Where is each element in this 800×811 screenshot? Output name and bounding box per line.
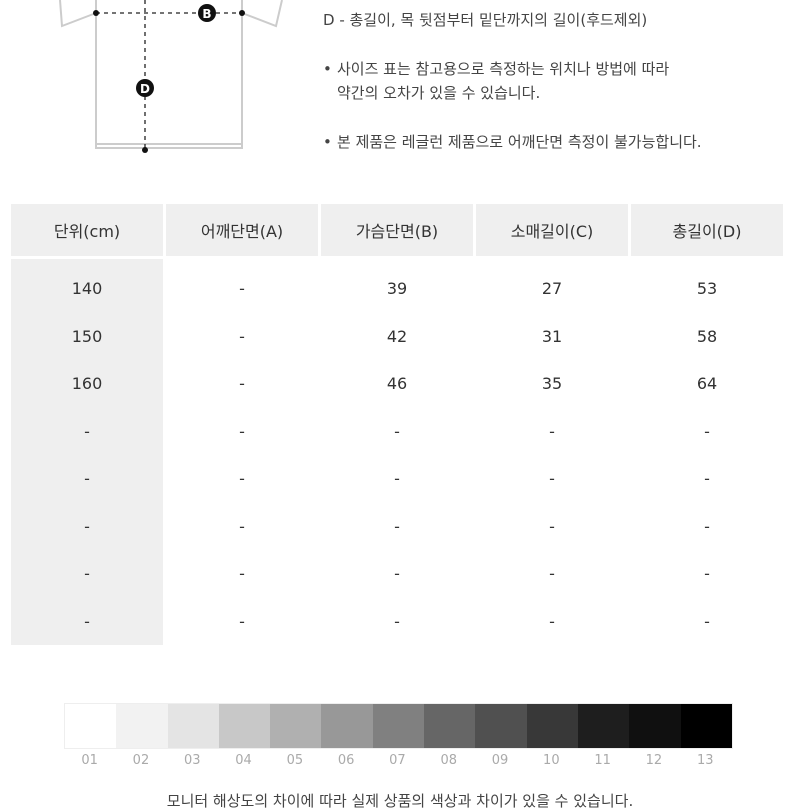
measurement-cell: - — [394, 469, 400, 489]
measurement-cell: - — [549, 421, 555, 441]
color-swatch — [65, 704, 117, 748]
color-swatch-label: 09 — [491, 753, 509, 768]
color-swatch-label: 01 — [81, 753, 98, 768]
color-swatch-label: 10 — [543, 753, 560, 768]
measurement-cell: - — [239, 611, 245, 631]
size-cell: 140 — [11, 256, 163, 313]
measurement-cell: - — [239, 374, 245, 394]
size-cell: - — [11, 597, 163, 645]
column-header: 총길이(D) — [631, 204, 783, 256]
color-swatch — [218, 704, 271, 748]
table-row: ----- — [11, 597, 783, 645]
measurement-cell: - — [394, 611, 400, 631]
color-swatch — [577, 704, 630, 748]
color-swatch — [270, 704, 322, 748]
color-swatch — [167, 704, 219, 748]
column-header: 어깨단면(A) — [166, 204, 318, 256]
measurement-cell: - — [394, 421, 400, 441]
color-swatch — [680, 704, 732, 748]
measurement-cell: 39 — [321, 256, 473, 313]
measurement-cell: 42 — [386, 326, 408, 346]
measurement-cell: - — [549, 611, 555, 631]
measurement-cell: - — [704, 421, 710, 441]
measurement-cell: - — [239, 469, 245, 489]
color-scale-labels: 01 02 03 04 05 06 07 08 09 10 11 12 13 — [64, 753, 731, 768]
measurement-cell: - — [549, 516, 555, 536]
measurement-cell: 27 — [476, 256, 628, 313]
measurement-cell: - — [394, 516, 400, 536]
color-swatch — [526, 704, 578, 748]
table-row: 160 - 46 35 64 — [11, 360, 783, 408]
color-swatch — [424, 704, 476, 748]
color-swatch-label: 04 — [235, 753, 252, 768]
size-table: 단위(cm) 어깨단면(A) 가슴단면(B) 소매길이(C) 총길이(D) 140-39… — [8, 204, 786, 645]
color-swatch — [629, 704, 681, 748]
footer-note: 모니터 해상도의 차이에 따라 실제 상품의 색상과 차이가 있을 수 있습니다… — [166, 792, 634, 810]
color-swatch-label: 12 — [645, 753, 663, 768]
svg-text:D: D — [140, 82, 150, 96]
measurement-cell: - — [704, 469, 710, 489]
color-swatch-label: 06 — [337, 753, 355, 768]
color-swatch-label: 08 — [440, 753, 457, 768]
tshirt-measurement-diagram: B D — [59, 0, 283, 153]
color-scale — [64, 703, 733, 749]
svg-text:B: B — [202, 7, 211, 21]
size-cell: - — [11, 455, 163, 503]
color-swatch-label: 11 — [594, 753, 611, 768]
measurement-cell: 46 — [386, 374, 408, 394]
measurement-cell: - — [549, 469, 555, 489]
note-reference: • 사이즈 표는 참고용으로 측정하는 위치나 방법에 따라 약간의 오차가 있을… — [323, 60, 670, 102]
size-cell: - — [11, 502, 163, 550]
table-row: ----- — [11, 455, 783, 503]
column-header: 가슴단면(B) — [321, 204, 473, 256]
color-swatch-label: 13 — [696, 753, 714, 768]
marker-b: B — [198, 4, 216, 22]
color-swatch — [116, 704, 168, 748]
table-header-row: 단위(cm) 어깨단면(A) 가슴단면(B) 소매길이(C) 총길이(D) — [11, 204, 783, 256]
color-swatch-label: 02 — [132, 753, 150, 768]
measurement-cell: 58 — [696, 326, 718, 346]
size-cell: - — [11, 550, 163, 598]
measurement-cell: - — [704, 516, 710, 536]
table-row: 150 - 42 31 58 — [11, 312, 783, 360]
measurement-cell: - — [704, 611, 710, 631]
measurement-cell: - — [239, 421, 245, 441]
column-header: 소매길이(C) — [476, 204, 628, 256]
measurement-cell: 31 — [541, 326, 563, 346]
column-header: 단위(cm) — [11, 204, 163, 256]
note-raglan: • 본 제품은 레글런 제품으로 어깨단면 측정이 불가능합니다. — [323, 133, 702, 151]
measurement-cell: 53 — [631, 256, 783, 313]
table-row: ----- — [11, 550, 783, 598]
color-swatch — [372, 704, 425, 748]
measurement-cell: - — [704, 564, 710, 584]
measurement-cell: 64 — [696, 374, 718, 394]
measurement-cell: - — [239, 516, 245, 536]
table-row: 140-39 27 53 — [11, 256, 783, 313]
measurement-cell: 35 — [541, 374, 563, 394]
color-swatch-label: 03 — [183, 753, 201, 768]
size-cell: - — [11, 407, 163, 455]
size-cell: 160 — [11, 360, 163, 408]
marker-d: D — [136, 79, 154, 97]
note-d-description: D - 총길이, 목 뒷점부터 밑단까지의 길이(후드제외) — [323, 11, 648, 29]
measurement-cell: - — [549, 564, 555, 584]
measurement-cell: - — [166, 256, 318, 313]
color-swatch — [321, 704, 373, 748]
size-cell: 150 — [11, 312, 163, 360]
color-swatch-label: 05 — [286, 753, 304, 768]
measurement-cell: - — [394, 564, 400, 584]
measurement-cell: - — [239, 564, 245, 584]
table-row: ----- — [11, 502, 783, 550]
table-row: ----- — [11, 407, 783, 455]
color-swatch — [475, 704, 527, 748]
measurement-cell: - — [239, 326, 245, 346]
color-swatch-label: 07 — [389, 753, 406, 768]
